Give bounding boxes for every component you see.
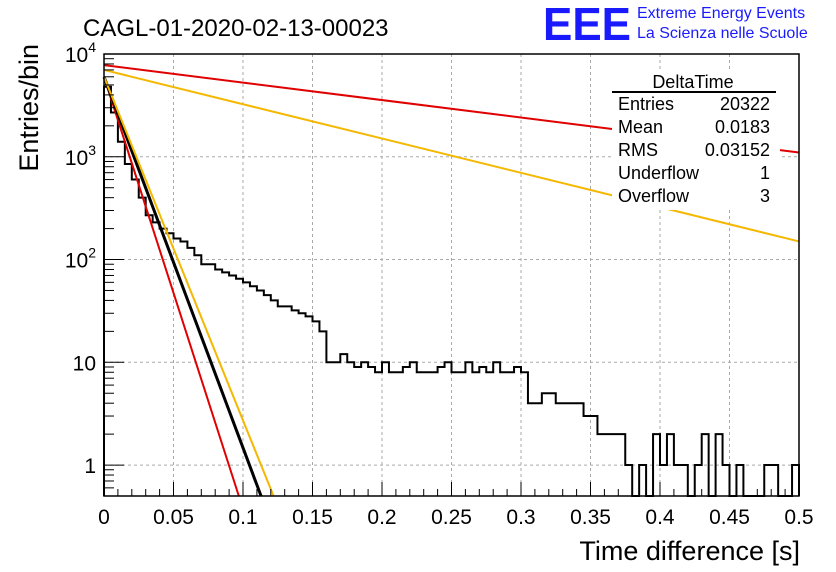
stats-row-value: 0.03152 <box>705 140 770 160</box>
x-tick-label: 0.1 <box>228 506 257 529</box>
stats-title: DeltaTime <box>652 72 733 92</box>
stats-row-value: 1 <box>760 163 770 183</box>
y-tick-label: 10 <box>73 352 96 375</box>
stats-box-background <box>612 70 780 210</box>
y-tick-label: 103 <box>65 142 96 170</box>
y-tick-label: 1 <box>84 455 96 478</box>
fit-curves <box>102 64 800 497</box>
logo-line2: La Scienza nelle Scuole <box>637 25 808 42</box>
x-tick-label: 0.05 <box>153 506 194 529</box>
run-title: CAGL-01-2020-02-13-00023 <box>83 15 389 42</box>
stats-row-label: RMS <box>618 140 658 160</box>
x-tick-label: 0.45 <box>709 506 750 529</box>
eee-logo: EEE Extreme Energy Events La Scienza nel… <box>543 0 808 50</box>
x-tick-label: 0.4 <box>645 506 675 529</box>
stats-rows: Entries 20322 Mean 0.0183 RMS 0.03152Underflo… <box>618 94 770 206</box>
x-tick-label: 0.3 <box>506 506 535 529</box>
x-tick-label: 0.35 <box>570 506 611 529</box>
stats-row-value: 3 <box>760 186 770 206</box>
x-tick-label: 0.25 <box>431 506 472 529</box>
stats-row-label: Overflow <box>618 186 690 206</box>
stats-row-label: Mean <box>618 117 663 137</box>
y-tick-label: 104 <box>65 39 96 67</box>
logo-letters: EEE <box>543 0 631 50</box>
logo-line1: Extreme Energy Events <box>637 5 805 22</box>
histogram <box>103 85 800 497</box>
stats-box: DeltaTime Entries 20322 Mean 0.0183 RMS 0.031… <box>612 70 780 210</box>
x-tick-label: 0.15 <box>292 506 333 529</box>
fit-curve <box>103 76 275 497</box>
stats-row-value: 0.0183 <box>715 117 770 137</box>
fit-curve <box>103 76 240 497</box>
axes: 0 0.05 0.1 0.15 0.2 0.25 0.3 0.35 0.4 0.45 0.5 1 10 1… <box>65 39 814 529</box>
x-axis-label: Time difference [s] <box>579 536 800 566</box>
x-tick-label: 0.5 <box>784 506 813 529</box>
fit-curve <box>103 68 800 243</box>
stats-row-label: Underflow <box>618 163 700 183</box>
stats-row-label: Entries <box>618 94 674 114</box>
histogram-outline <box>103 85 800 497</box>
stats-row-value: 20322 <box>720 94 770 114</box>
x-tick-label: 0 <box>98 506 110 529</box>
x-tick-label: 0.2 <box>367 506 396 529</box>
y-tick-label: 102 <box>65 245 96 273</box>
y-axis-label: Entries/bin <box>14 44 44 172</box>
fit-curve <box>102 76 263 497</box>
